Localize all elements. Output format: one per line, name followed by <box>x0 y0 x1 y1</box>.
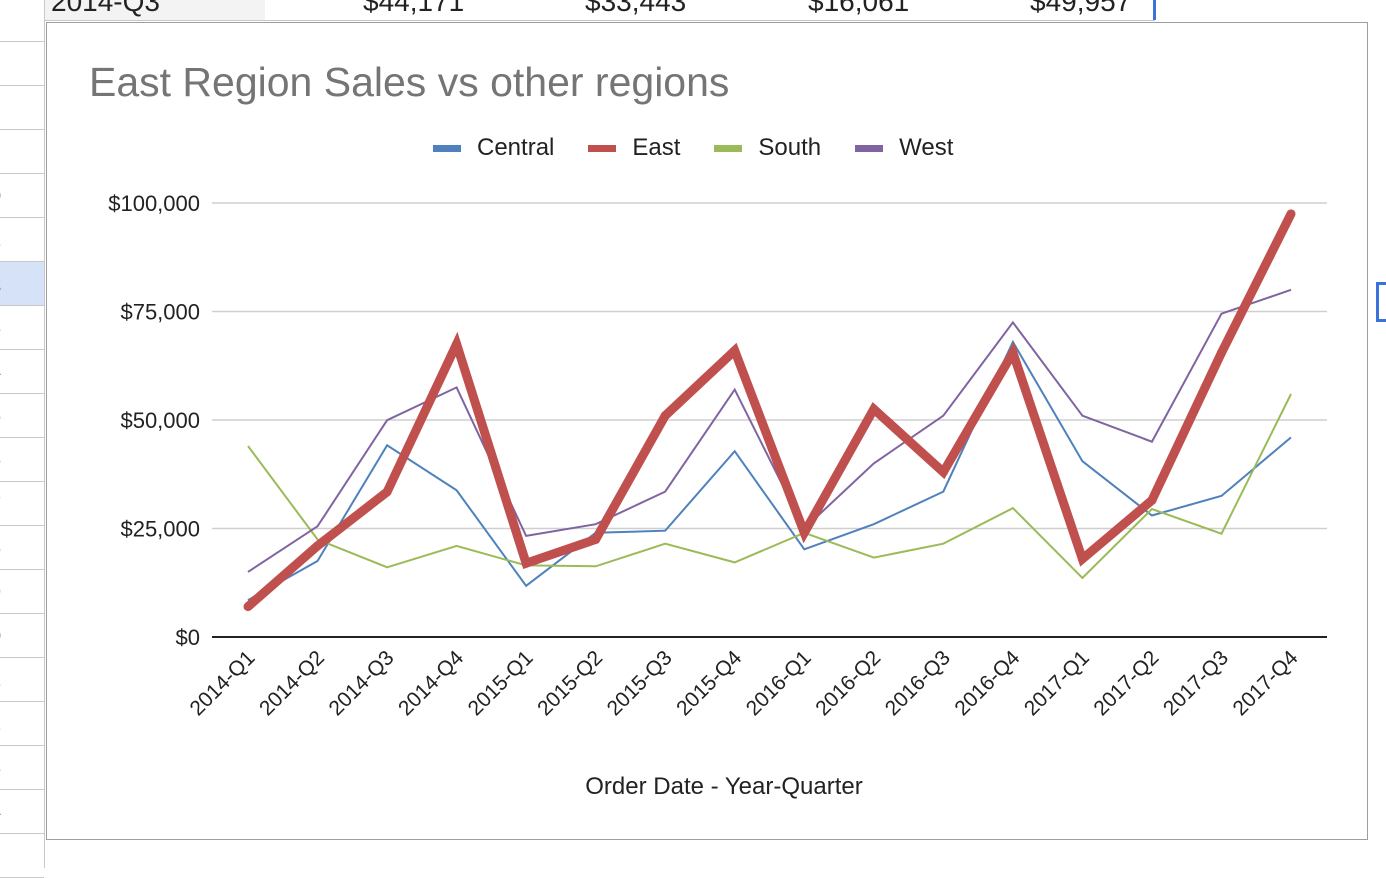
x-axis-title: Order Date - Year-Quarter <box>585 773 863 800</box>
x-tick-label: 2016-Q2 <box>811 646 885 720</box>
data-point-east <box>1147 495 1157 505</box>
legend-label-central: Central <box>477 134 555 161</box>
legend-label-east: East <box>632 134 681 161</box>
legend-swatch-east <box>588 144 617 152</box>
row-header[interactable] <box>0 86 44 130</box>
y-tick-label: $75,000 <box>120 300 200 325</box>
spreadsheet-top-row[interactable]: 2014-Q3 $44,171 $33,443 $16,061 $49,957 <box>45 0 1155 21</box>
row-header[interactable]: 8 <box>0 526 44 570</box>
selection-handle[interactable] <box>1376 282 1386 322</box>
row-header[interactable] <box>0 130 44 174</box>
data-point-east <box>1286 209 1296 219</box>
legend-item-central[interactable]: Central <box>433 134 554 162</box>
series-line-south <box>247 393 1292 580</box>
chart-plot-area: $0$25,000$50,000$75,000$100,0002014-Q120… <box>108 191 1327 720</box>
data-point-east <box>243 602 253 612</box>
row-header[interactable] <box>0 834 44 878</box>
column-selection-edge <box>1153 0 1156 20</box>
y-tick-label: $0 <box>176 625 200 650</box>
row-header[interactable]: 2 <box>0 702 44 746</box>
x-tick-label: 2017-Q2 <box>1089 646 1163 720</box>
legend-item-south[interactable]: South <box>714 134 821 162</box>
x-tick-label: 2015-Q1 <box>464 646 538 720</box>
x-tick-label: 2014-Q1 <box>185 646 259 720</box>
row-header[interactable]: 1 <box>0 218 44 262</box>
data-point-east <box>452 339 462 349</box>
data-point-east <box>869 404 879 414</box>
x-tick-label: 2014-Q4 <box>394 646 468 720</box>
x-tick-label: 2014-Q3 <box>325 646 399 720</box>
row-header[interactable]: 0 <box>0 174 44 218</box>
series-line-central <box>247 339 1292 601</box>
x-tick-label: 2015-Q3 <box>603 646 677 720</box>
x-tick-label: 2016-Q1 <box>742 646 816 720</box>
row-header[interactable]: 4 <box>0 350 44 394</box>
legend-swatch-west <box>855 144 884 152</box>
top-row-label: 2014-Q3 <box>51 0 160 17</box>
row-header[interactable]: 3 <box>0 746 44 790</box>
legend-swatch-south <box>714 144 743 152</box>
row-header[interactable] <box>0 42 44 86</box>
data-point-east <box>938 467 948 477</box>
x-tick-label: 2015-Q4 <box>672 646 746 720</box>
row-header[interactable]: 3 <box>0 306 44 350</box>
x-tick-label: 2017-Q3 <box>1159 646 1233 720</box>
data-point-east <box>1008 348 1018 358</box>
x-tick-label: 2014-Q2 <box>255 646 329 720</box>
row-gutter-divider <box>44 0 45 868</box>
legend-item-east[interactable]: East <box>588 134 680 162</box>
data-point-east <box>660 411 670 421</box>
row-header[interactable]: 9 <box>0 570 44 614</box>
y-tick-label: $25,000 <box>120 517 200 542</box>
row-header[interactable]: 4 <box>0 790 44 834</box>
chart-card[interactable]: East Region Sales vs other regions Centr… <box>46 22 1368 840</box>
y-tick-label: $100,000 <box>108 191 200 216</box>
row-header[interactable] <box>0 0 44 42</box>
top-row-cell-central[interactable]: $44,171 <box>363 0 465 17</box>
x-tick-label: 2015-Q2 <box>533 646 607 720</box>
data-point-east <box>382 487 392 497</box>
x-tick-label: 2016-Q3 <box>881 646 955 720</box>
top-row-label-cell[interactable]: 2014-Q3 <box>45 0 265 20</box>
data-point-east <box>730 346 740 356</box>
row-header[interactable]: 1 <box>0 658 44 702</box>
x-tick-label: 2017-Q1 <box>1020 646 1094 720</box>
y-tick-label: $50,000 <box>120 408 200 433</box>
series-line-east <box>245 211 1296 610</box>
top-row-cell-east[interactable]: $33,443 <box>585 0 687 17</box>
top-row-cell-west[interactable]: $49,957 <box>1030 0 1132 17</box>
data-point-east <box>313 541 323 551</box>
row-header[interactable]: 6 <box>0 438 44 482</box>
legend-label-south: South <box>758 134 822 161</box>
data-point-east <box>521 558 531 568</box>
chart-legend: Central East South West <box>433 133 987 163</box>
data-point-east <box>1216 348 1226 358</box>
series-line-west <box>247 288 1292 573</box>
data-point-east <box>799 528 809 538</box>
x-tick-label: 2016-Q4 <box>950 646 1024 720</box>
row-header[interactable]: 7 <box>0 482 44 526</box>
row-header[interactable]: 0 <box>0 614 44 658</box>
data-point-east <box>1077 554 1087 564</box>
legend-item-west[interactable]: West <box>855 134 953 162</box>
data-point-east <box>591 534 601 544</box>
top-row-cell-south[interactable]: $16,061 <box>808 0 910 17</box>
legend-swatch-central <box>433 144 461 152</box>
chart-title: East Region Sales vs other regions <box>89 59 730 105</box>
row-header[interactable]: 2 <box>0 262 44 306</box>
x-tick-label: 2017-Q4 <box>1228 646 1302 720</box>
row-header[interactable]: 5 <box>0 394 44 438</box>
legend-label-west: West <box>899 134 954 161</box>
